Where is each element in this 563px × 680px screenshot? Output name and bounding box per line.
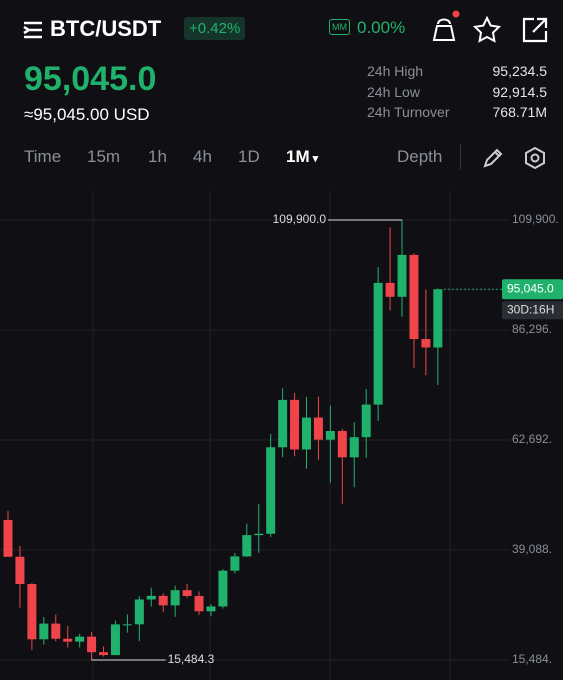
candle-body (39, 623, 49, 640)
countdown-label: 30D:16H (507, 302, 554, 316)
candle-body (87, 636, 97, 653)
candle-body (51, 623, 61, 639)
candle-body (433, 289, 443, 348)
candle-body (325, 431, 335, 440)
candle-body (27, 584, 37, 640)
stat-value: 768.71M (492, 104, 547, 120)
candlestick-chart: 15,484. 39,088. 62,692. 86,296. 109,900. 109,… (0, 190, 563, 680)
candle-body (254, 533, 264, 536)
candle-body (182, 590, 192, 596)
candle-body (230, 556, 240, 571)
y-tick-label: 86,296. (512, 322, 552, 336)
countdown-tag (502, 301, 563, 320)
interval-tab[interactable]: 1M ▾ (286, 147, 319, 166)
mm-badge: MM (329, 19, 350, 35)
stat-value: 92,914.5 (492, 83, 548, 100)
candle-body (99, 652, 109, 656)
candle-body (266, 447, 276, 534)
candle-body (158, 595, 168, 606)
draw-icon[interactable] (481, 146, 505, 170)
candle-body (337, 431, 347, 458)
candle-body (63, 638, 73, 642)
favorite-icon[interactable] (473, 16, 501, 44)
y-tick-label: 109,900. (512, 212, 559, 226)
interval-tab[interactable]: 4h (193, 147, 212, 166)
candle-body (3, 520, 13, 557)
pair-name[interactable]: BTC/USDT (50, 16, 162, 41)
depth-tab[interactable]: Depth (397, 147, 443, 166)
candle-body (385, 282, 395, 297)
candle-body (302, 417, 311, 450)
stat-value: 95,234.5 (492, 63, 548, 79)
last-price-label: 95,045.0 (507, 281, 554, 295)
stat-label: 24h Turnover (367, 104, 450, 120)
candle-body (218, 570, 228, 607)
y-tick-label: 39,088. (512, 542, 552, 556)
candle-body (421, 339, 431, 348)
stat-label: 24h High (367, 63, 424, 79)
y-tick-label: 15,484. (512, 652, 552, 666)
candle-body (122, 624, 132, 626)
candle-body (134, 599, 144, 625)
candle-body (170, 590, 180, 606)
interval-tab[interactable]: 1D (238, 147, 260, 166)
candle-body (313, 417, 323, 440)
candle-body (242, 535, 252, 557)
candle-body (409, 254, 419, 340)
settings-icon[interactable] (523, 146, 547, 170)
candle-body (290, 399, 300, 450)
usd-price: ≈95,045.00 USD (24, 105, 150, 124)
last-price: 95,045.0 (24, 60, 157, 98)
menu-icon[interactable] (22, 20, 44, 40)
interval-tab[interactable]: 15m (87, 147, 121, 166)
mm-value: 0.00% (357, 18, 406, 37)
candle-body (146, 595, 156, 600)
candle-body (349, 437, 359, 458)
alert-icon[interactable] (428, 10, 462, 44)
min-marker-label: 15,484.3 (168, 652, 215, 666)
change-badge: +0.42% (184, 17, 246, 40)
last-price-tag (502, 279, 563, 300)
share-icon[interactable] (521, 16, 549, 44)
candle-body (361, 404, 371, 438)
max-marker-label: 109,900.0 (273, 212, 327, 226)
interval-tab[interactable]: Time (24, 147, 62, 166)
candle-body (75, 636, 85, 642)
candle-body (278, 399, 288, 448)
stat-label: 24h Low (367, 83, 420, 100)
candle-body (397, 254, 407, 297)
candle-body (110, 624, 120, 656)
candle-body (194, 595, 204, 612)
candle-body (373, 282, 383, 405)
interval-tab[interactable]: 1h (148, 147, 167, 166)
candle-body (206, 606, 216, 612)
y-tick-label: 62,692. (512, 432, 552, 446)
divider (460, 144, 461, 170)
candle-body (15, 556, 25, 585)
